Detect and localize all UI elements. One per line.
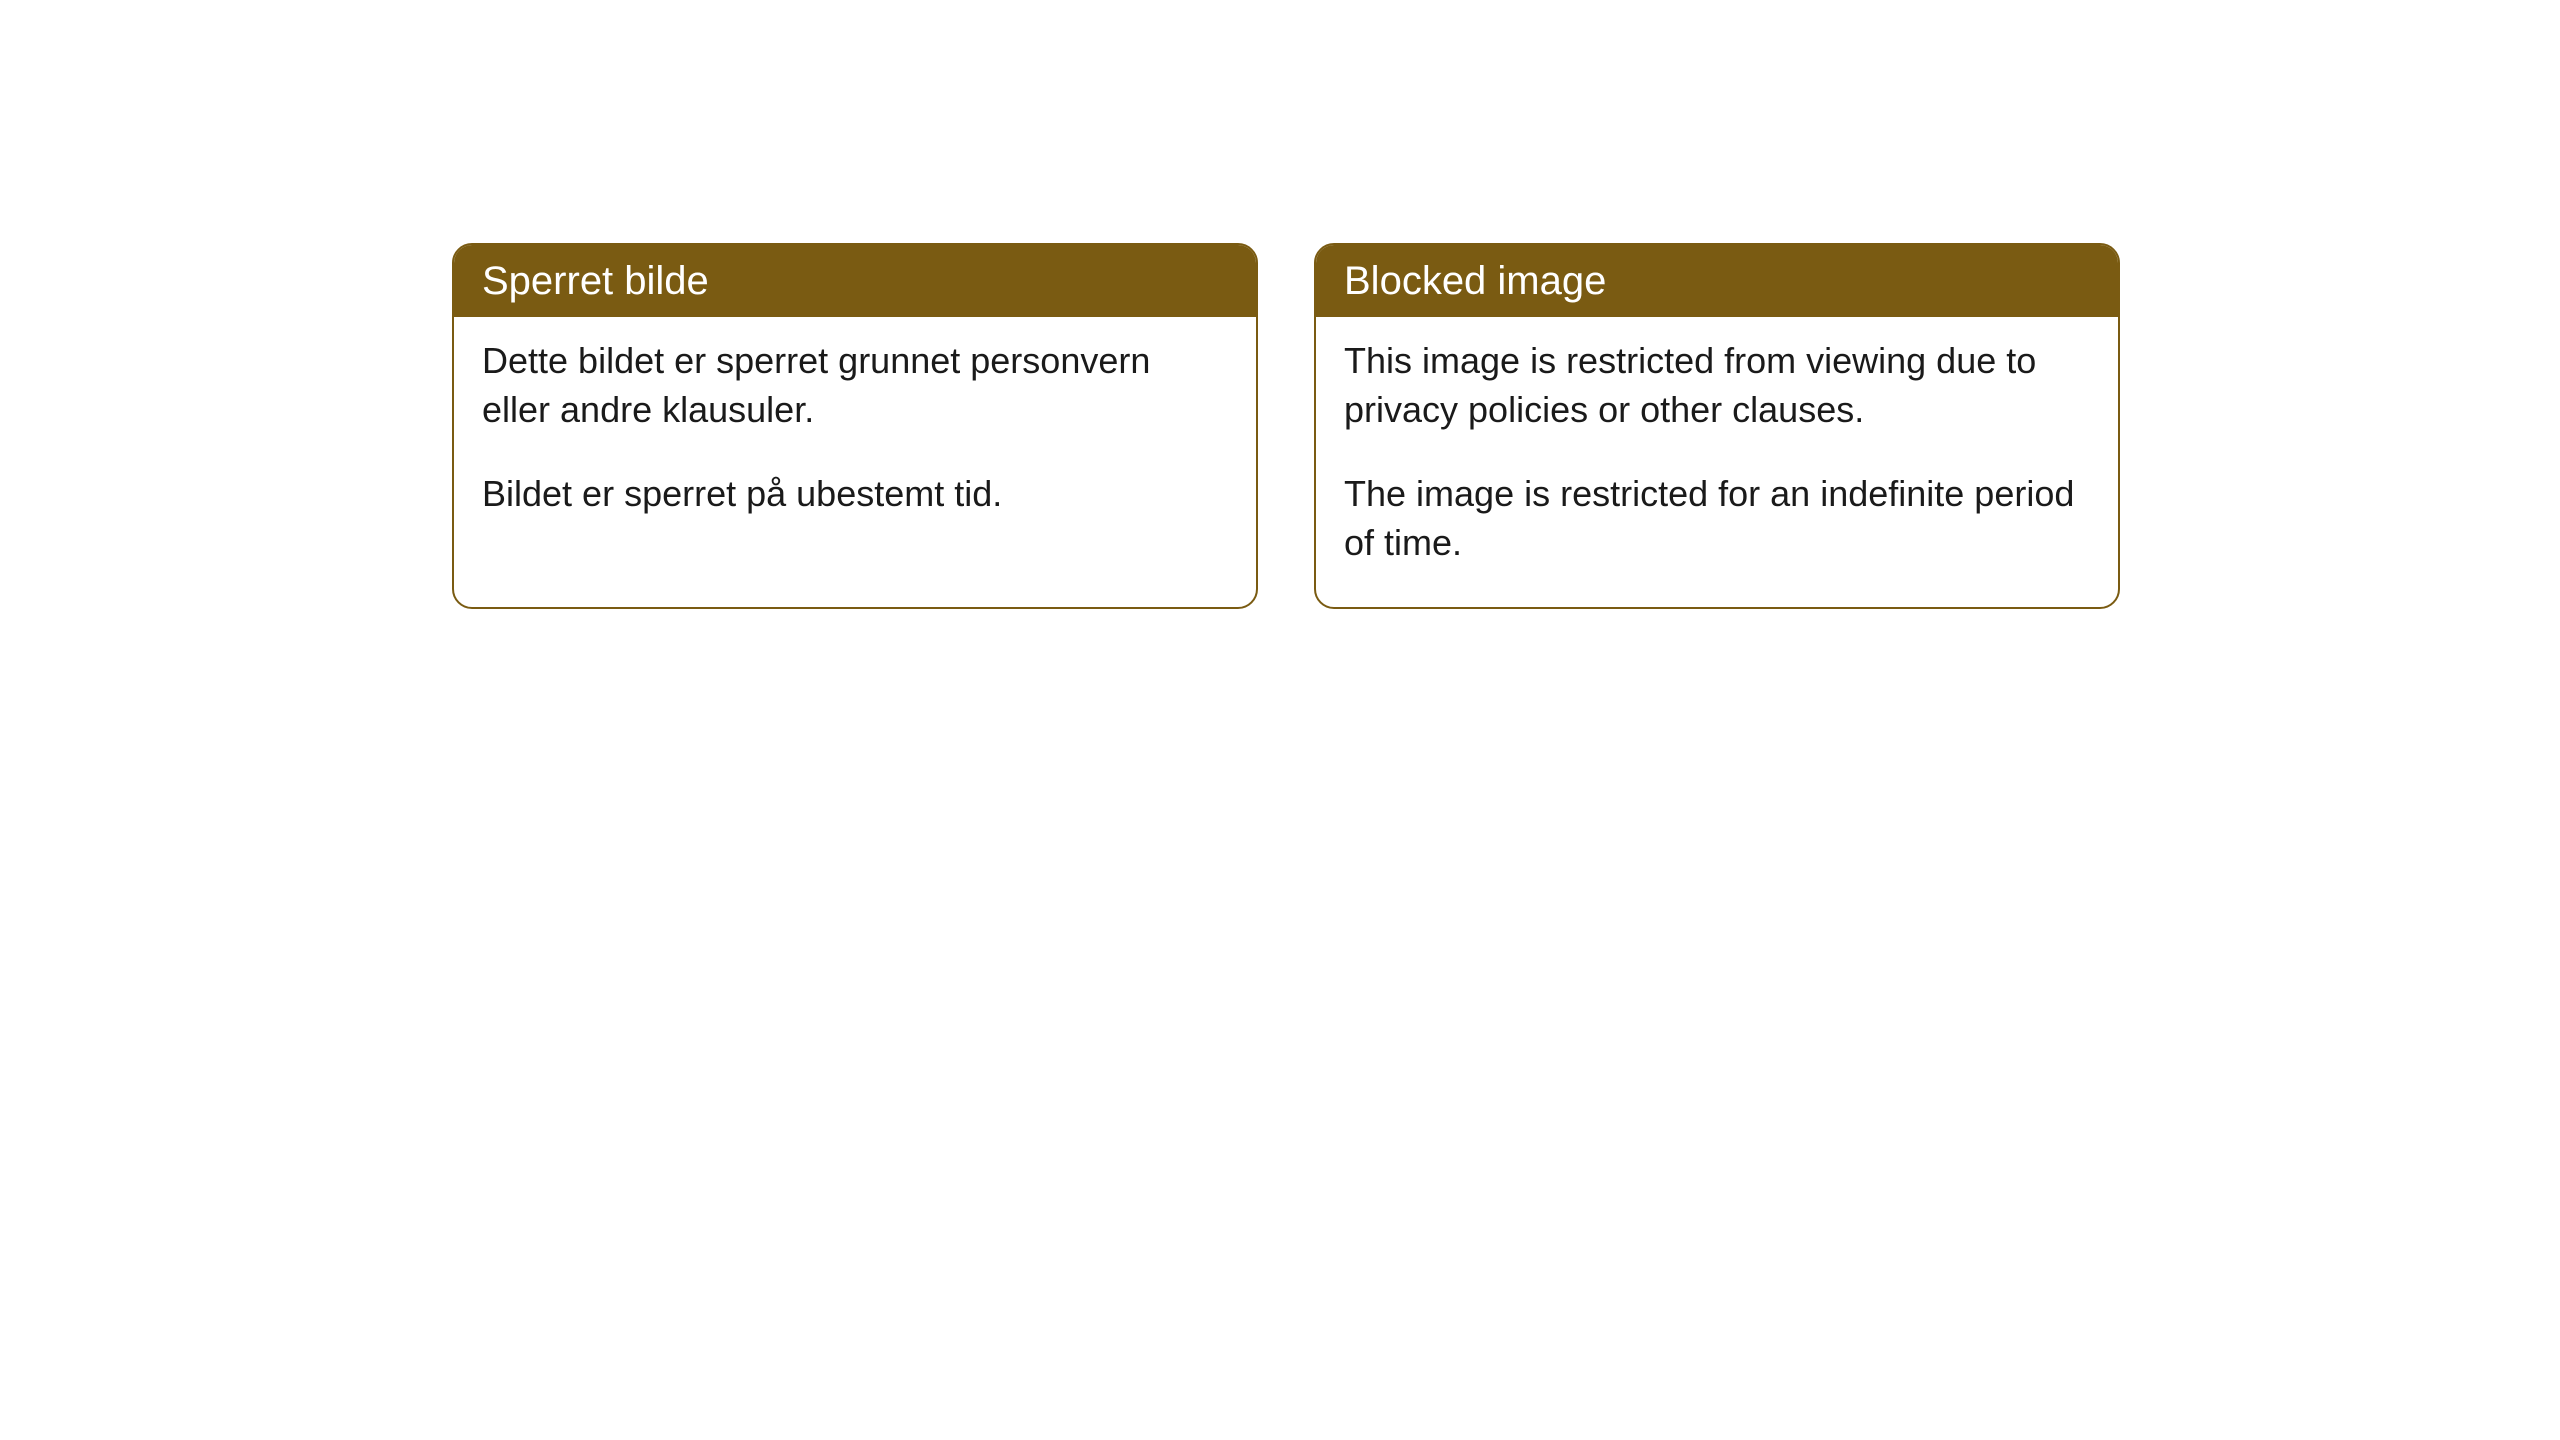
paragraph-english-2: The image is restricted for an indefinit… (1344, 470, 2090, 567)
paragraph-norwegian-1: Dette bildet er sperret grunnet personve… (482, 337, 1228, 434)
card-norwegian: Sperret bilde Dette bildet er sperret gr… (452, 243, 1258, 609)
card-body-english: This image is restricted from viewing du… (1316, 317, 2118, 607)
card-english: Blocked image This image is restricted f… (1314, 243, 2120, 609)
card-body-norwegian: Dette bildet er sperret grunnet personve… (454, 317, 1256, 559)
cards-container: Sperret bilde Dette bildet er sperret gr… (0, 0, 2560, 609)
card-header-english: Blocked image (1316, 245, 2118, 317)
paragraph-english-1: This image is restricted from viewing du… (1344, 337, 2090, 434)
card-header-norwegian: Sperret bilde (454, 245, 1256, 317)
paragraph-norwegian-2: Bildet er sperret på ubestemt tid. (482, 470, 1228, 519)
